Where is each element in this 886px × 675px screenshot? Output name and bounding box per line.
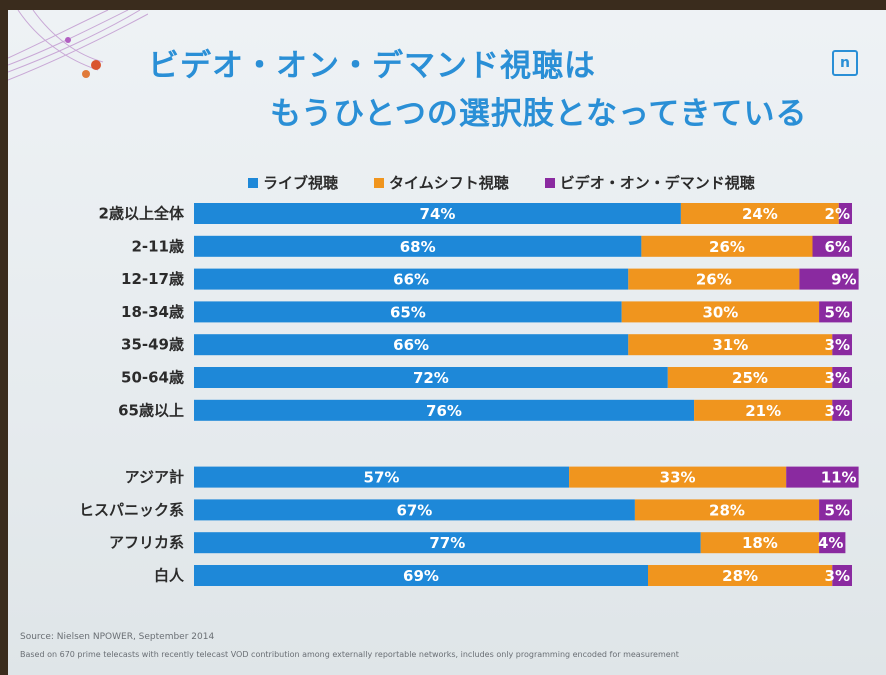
- data-label: 68%: [400, 238, 436, 256]
- source-note: Source: Nielsen NPOWER, September 2014: [20, 632, 215, 642]
- data-label: 72%: [413, 369, 449, 387]
- bar-segment: [194, 301, 622, 323]
- nielsen-logo-icon: n: [832, 50, 858, 76]
- bar-segment: [194, 268, 629, 290]
- data-label: 4%: [818, 534, 843, 552]
- bar-segment: [628, 334, 833, 356]
- data-label: 9%: [831, 271, 856, 289]
- bar-segment: [694, 399, 833, 421]
- bar-segment: [812, 235, 852, 257]
- data-label: 6%: [825, 238, 850, 256]
- data-label: 74%: [420, 205, 456, 223]
- bar-segment: [838, 203, 852, 224]
- data-label: 5%: [825, 501, 850, 519]
- data-label: 3%: [825, 402, 850, 420]
- legend-item-timeshift: タイムシフト視聴: [374, 172, 509, 193]
- data-label: 76%: [426, 402, 462, 420]
- bar-segment: [621, 301, 820, 323]
- bar-segment: [641, 235, 813, 257]
- legend-label-vod: ビデオ・オン・デマンド視聴: [559, 174, 755, 192]
- bar-segment: [799, 268, 859, 290]
- bar-segment: [832, 565, 852, 586]
- category-label: アジア計: [125, 468, 184, 486]
- data-label: 57%: [364, 469, 400, 487]
- bar-segment: [194, 532, 701, 554]
- bar-segment: [194, 334, 629, 356]
- data-label: 77%: [429, 534, 465, 552]
- bar-segment: [628, 268, 800, 290]
- legend-swatch-vod: [544, 177, 555, 188]
- data-label: 67%: [396, 501, 432, 519]
- data-label: 28%: [722, 567, 758, 585]
- category-label: 50-64歳: [121, 369, 184, 387]
- data-label: 25%: [732, 369, 768, 387]
- category-label: 65歳以上: [118, 401, 184, 419]
- data-label: 26%: [709, 238, 745, 256]
- bar-segment: [832, 367, 852, 388]
- data-label: 21%: [745, 402, 781, 420]
- bar-segment: [194, 367, 668, 388]
- bar-segment: [819, 301, 852, 323]
- chart-legend: ライブ視聴 タイムシフト視聴 ビデオ・オン・デマンド視聴: [248, 172, 755, 193]
- data-label: 5%: [825, 303, 850, 321]
- category-label: 12-17歳: [121, 270, 184, 288]
- methodology-note: Based on 670 prime telecasts with recent…: [20, 650, 679, 659]
- slide-title-line1: ビデオ・オン・デマンド視聴は: [148, 48, 596, 84]
- data-label: 65%: [390, 303, 426, 321]
- category-label: 白人: [154, 567, 185, 585]
- bar-segment: [648, 565, 833, 586]
- bar-segment: [819, 532, 846, 554]
- bar-segment: [194, 565, 648, 586]
- bar-segment: [194, 499, 635, 521]
- category-label: 2-11歳: [131, 237, 184, 255]
- data-label: 18%: [742, 534, 778, 552]
- bar-segment: [786, 466, 859, 488]
- data-label: 24%: [742, 205, 778, 223]
- bar-segment: [194, 399, 695, 421]
- category-label: 2歳以上全体: [99, 205, 185, 223]
- bar-segment: [569, 466, 787, 488]
- data-label: 66%: [393, 336, 429, 354]
- legend-item-live: ライブ視聴: [248, 172, 338, 193]
- bar-segment: [194, 203, 681, 224]
- bar-segment: [194, 466, 570, 488]
- stacked-bar-chart: 2歳以上全体 74% 24% 2% 2-11歳 68% 26% 6% 12-17歳 66% 26% 9…: [79, 203, 859, 586]
- bar-segment: [700, 532, 820, 554]
- data-label: 31%: [712, 336, 748, 354]
- data-label: 30%: [702, 303, 738, 321]
- data-label: 26%: [696, 271, 732, 289]
- legend-item-vod: ビデオ・オン・デマンド視聴: [544, 172, 755, 193]
- category-label: ヒスパニック系: [79, 501, 184, 519]
- slide-title-line2: もうひとつの選択肢となってきている: [270, 96, 808, 132]
- bar-segment: [634, 499, 820, 521]
- data-label: 69%: [403, 567, 439, 585]
- data-label: 28%: [709, 501, 745, 519]
- bar-segment: [680, 203, 839, 224]
- data-label: 3%: [825, 369, 850, 387]
- legend-swatch-timeshift: [374, 177, 385, 188]
- category-label: 18-34歳: [121, 303, 184, 321]
- data-label: 3%: [825, 567, 850, 585]
- orbit-decoration: [8, 10, 148, 81]
- data-label: 2%: [825, 205, 850, 223]
- data-label: 66%: [393, 271, 429, 289]
- category-label: 35-49歳: [121, 336, 184, 354]
- bar-segment: [819, 499, 852, 521]
- data-label: 3%: [825, 336, 850, 354]
- category-label: アフリカ系: [109, 534, 184, 552]
- slide: ビデオ・オン・デマンド視聴は もうひとつの選択肢となってきている n ライブ視聴…: [8, 10, 886, 675]
- bar-segment: [194, 235, 642, 257]
- data-label: 33%: [660, 469, 696, 487]
- bar-segment: [832, 399, 852, 421]
- legend-swatch-live: [248, 177, 258, 188]
- legend-label-timeshift: タイムシフト視聴: [389, 174, 509, 192]
- data-label: 11%: [821, 469, 857, 487]
- bar-segment: [832, 334, 852, 356]
- legend-label-live: ライブ視聴: [263, 174, 339, 192]
- bar-segment: [667, 367, 833, 388]
